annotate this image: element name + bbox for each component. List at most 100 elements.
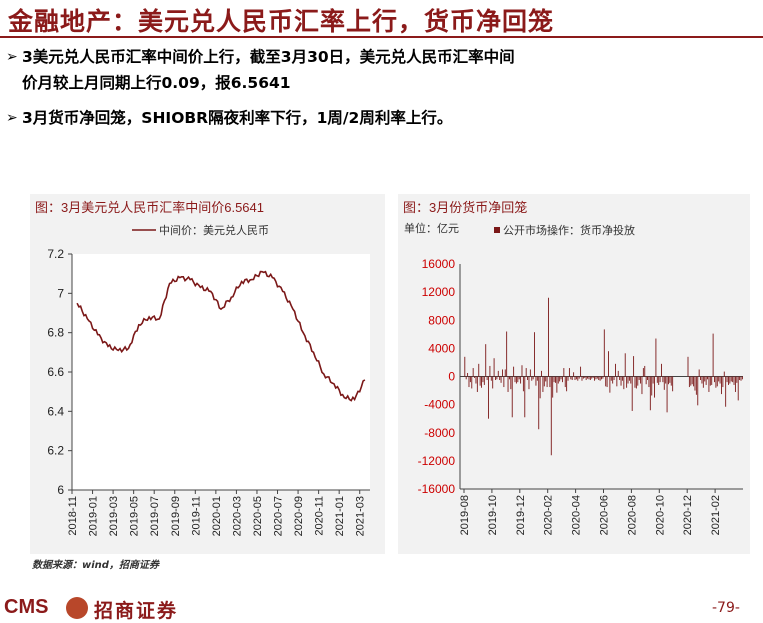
bar	[648, 377, 649, 388]
y-tick-label: 6.6	[47, 365, 64, 379]
bar	[583, 377, 584, 379]
bar	[529, 377, 530, 390]
legend-label: 公开市场操作：货币净投放	[503, 223, 635, 237]
bar	[487, 377, 488, 381]
bar	[636, 377, 637, 389]
bar	[577, 377, 578, 381]
bar	[614, 377, 615, 381]
bar	[579, 377, 580, 379]
bar	[484, 377, 485, 385]
unit-label: 单位：亿元	[404, 221, 459, 235]
bar	[734, 377, 735, 385]
bullet-item-1: ➢ 3美元兑人民币汇率中间价上行，截至3月30日，美元兑人民币汇率中间 价月较上…	[22, 44, 742, 96]
x-tick-label: 2019-03	[108, 496, 120, 536]
bar	[622, 377, 623, 381]
bar	[515, 377, 516, 383]
y-tick-label: 7.2	[47, 247, 64, 261]
bar	[582, 377, 583, 381]
x-tick-label: 2019-11	[190, 496, 202, 536]
bar	[732, 377, 733, 383]
bar	[632, 377, 633, 411]
bar	[491, 377, 492, 381]
bar	[506, 332, 507, 377]
chart-title: 图：3月美元兑人民币汇率中间价6.5641	[35, 200, 264, 215]
bar	[469, 377, 470, 388]
bar	[482, 377, 483, 383]
x-tick-label: 2020-10	[654, 495, 666, 535]
bar	[586, 377, 587, 381]
bar	[612, 377, 613, 384]
bar	[650, 377, 651, 411]
bar	[720, 377, 721, 384]
bullet-item-2: ➢ 3月货币净回笼，SHIOBR隔夜利率下行，1周/2周利率上行。	[22, 105, 742, 131]
bar	[629, 377, 630, 381]
bar	[562, 377, 563, 383]
bar	[688, 357, 689, 377]
bar	[642, 377, 643, 395]
bar	[611, 377, 612, 381]
bar	[702, 377, 703, 384]
x-tick-label: 2020-12	[682, 495, 694, 535]
bar	[501, 377, 502, 383]
bar	[708, 377, 709, 392]
bar	[721, 377, 722, 395]
y-tick-label: 16000	[422, 257, 456, 271]
chart-title: 图：3月份货币净回笼	[403, 200, 527, 215]
bar	[584, 377, 585, 378]
bar	[608, 351, 609, 376]
bar	[572, 377, 573, 381]
bar	[517, 377, 518, 383]
bar	[531, 377, 532, 381]
bar	[633, 356, 634, 376]
bar	[693, 377, 694, 387]
bar	[464, 357, 465, 377]
bar	[513, 367, 514, 377]
bar	[651, 377, 652, 396]
title-divider	[0, 36, 763, 38]
bar	[470, 377, 471, 383]
bar	[503, 377, 504, 388]
bar	[671, 377, 672, 386]
bar	[722, 377, 723, 388]
x-tick-label: 2019-12	[515, 495, 527, 535]
bar	[559, 377, 560, 382]
bar	[710, 377, 711, 386]
y-tick-label: 0	[448, 370, 455, 384]
bar	[640, 377, 641, 384]
bar	[623, 377, 624, 390]
bar	[625, 353, 626, 376]
bar	[580, 367, 581, 377]
bar	[696, 377, 697, 395]
bar	[492, 377, 493, 389]
bar	[727, 377, 728, 383]
bar	[736, 377, 737, 383]
bar	[467, 373, 468, 377]
bar	[718, 377, 719, 382]
x-tick-label: 2019-08	[459, 495, 471, 535]
bar	[538, 377, 539, 430]
bar	[545, 377, 546, 382]
bar	[494, 358, 495, 376]
bar	[643, 368, 644, 376]
bar	[704, 377, 705, 382]
legend-label: 中间价：美元兑人民币	[159, 223, 269, 237]
y-tick-label: 6	[57, 483, 64, 497]
bar	[742, 377, 743, 380]
y-tick-label: 7	[57, 286, 64, 300]
bar	[689, 377, 690, 388]
bar	[488, 377, 489, 419]
bar	[619, 377, 620, 381]
bar	[522, 365, 523, 376]
bar	[565, 377, 566, 388]
bar	[646, 377, 647, 385]
bar	[717, 377, 718, 387]
bar	[496, 377, 497, 380]
bar	[700, 377, 701, 381]
bar	[600, 377, 601, 381]
bar	[549, 377, 550, 388]
bar	[575, 377, 576, 381]
bar	[667, 377, 668, 413]
bar	[593, 377, 594, 378]
bar	[556, 377, 557, 393]
